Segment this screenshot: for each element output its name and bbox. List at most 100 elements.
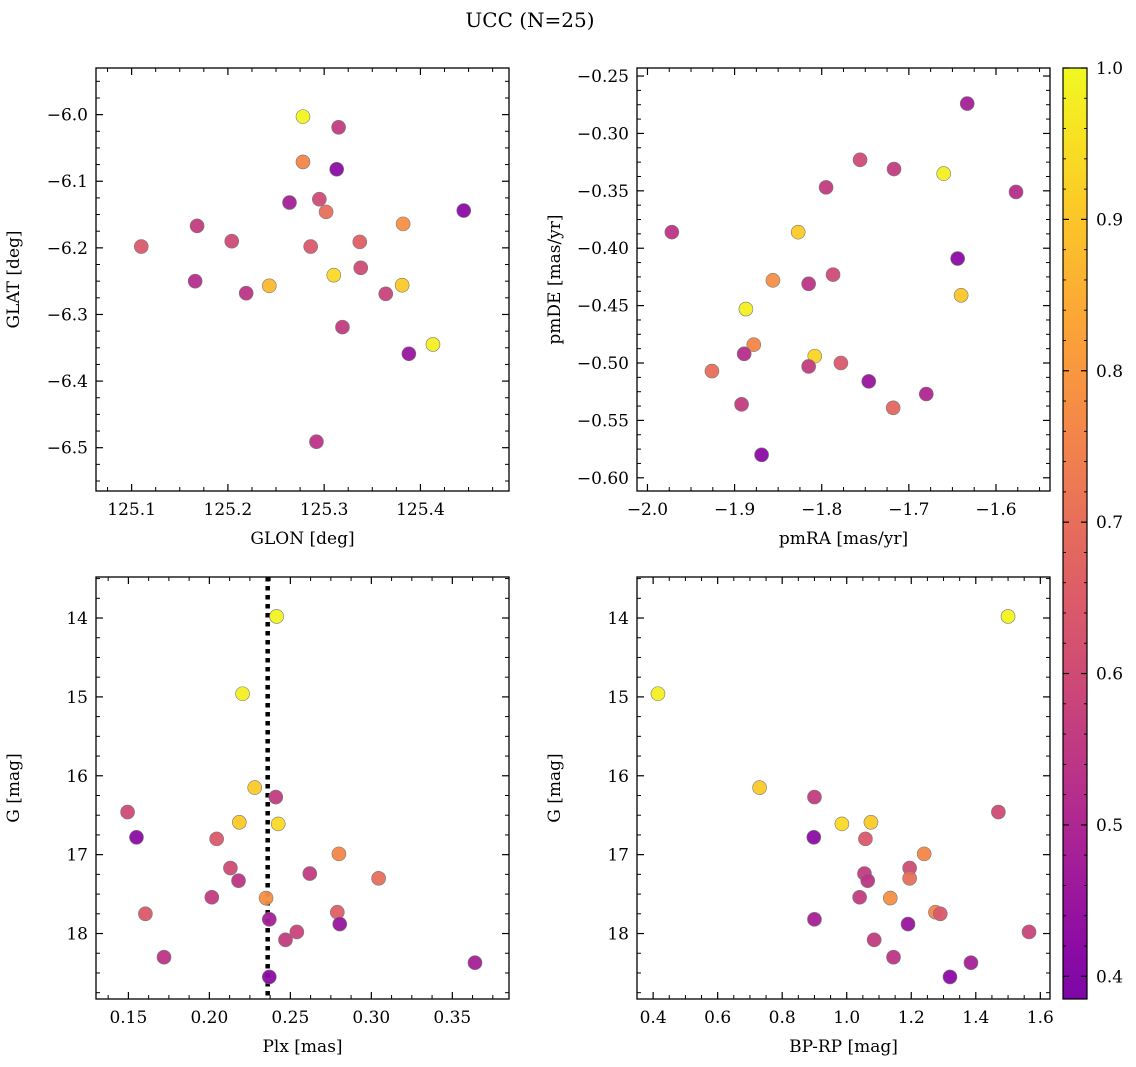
- scatter-point: [953, 287, 969, 303]
- scatter-point: [223, 860, 238, 876]
- y-tick-label: −0.35: [577, 182, 629, 202]
- x-tick-label: −1.8: [801, 500, 842, 520]
- scatter-point: [268, 789, 284, 805]
- scatter-point: [801, 276, 816, 292]
- x-axis-label: BP-RP [mag]: [789, 1037, 898, 1057]
- scatter-point: [790, 224, 806, 240]
- scatter-point: [861, 374, 877, 389]
- scatter-point: [231, 873, 246, 888]
- scatter-point: [378, 286, 394, 302]
- scatter-point: [834, 816, 850, 832]
- axes-frame: [636, 67, 1051, 492]
- scatter-point: [916, 846, 932, 862]
- scatter-point: [942, 969, 958, 985]
- x-tick-label: 0.25: [271, 1008, 309, 1028]
- scatter-point: [330, 904, 345, 920]
- scatter-point: [235, 686, 250, 702]
- scatter-point: [258, 890, 274, 906]
- scatter-point: [209, 831, 224, 847]
- colorbar-tick-label: 0.5: [1096, 816, 1123, 836]
- scatter-point: [332, 916, 348, 932]
- axes-frame: [95, 576, 510, 1000]
- scatter-point: [765, 273, 781, 288]
- scatter-point: [282, 195, 297, 210]
- y-tick-label: 17: [607, 846, 629, 866]
- x-tick-label: 0.35: [433, 1008, 471, 1028]
- x-tick-label: 0.6: [704, 1008, 731, 1028]
- y-tick-label: 14: [66, 609, 88, 629]
- scatter-point: [852, 889, 867, 905]
- scatter-point: [394, 277, 410, 293]
- scatter-point: [224, 233, 240, 249]
- scatter-point: [650, 686, 666, 702]
- scatter-point: [664, 224, 680, 240]
- scatter-point: [204, 889, 220, 905]
- scatter-point: [309, 434, 324, 450]
- scatter-points: [133, 109, 472, 450]
- y-tick-label: 17: [66, 846, 88, 866]
- colorbar-gradient: [1062, 67, 1088, 1000]
- figure-title: UCC (N=25): [465, 8, 594, 32]
- scatter-point: [1021, 924, 1037, 940]
- colorbar-tick-label: 0.7: [1096, 513, 1123, 533]
- scatter-point: [187, 273, 203, 289]
- y-axis-label: G [mag]: [545, 753, 565, 822]
- x-tick-label: 1.0: [833, 1008, 860, 1028]
- y-tick-label: −0.50: [577, 354, 629, 374]
- scatter-point: [900, 916, 916, 932]
- scatter-point: [734, 397, 749, 412]
- scatter-point: [807, 912, 822, 927]
- scatter-point: [959, 96, 975, 111]
- scatter-point: [882, 890, 898, 906]
- x-tick-label: 0.30: [352, 1008, 390, 1028]
- scatter-point: [863, 815, 879, 830]
- scatter-point: [886, 161, 902, 177]
- scatter-point: [329, 161, 344, 177]
- scatter-point: [852, 152, 868, 168]
- scatter-point: [918, 386, 934, 402]
- scatter-point: [401, 346, 417, 362]
- y-tick-label: −6.1: [47, 172, 88, 192]
- y-tick-label: −6.2: [47, 239, 88, 259]
- x-tick-label: 1.4: [962, 1008, 989, 1028]
- x-axis-label: GLON [deg]: [250, 529, 354, 549]
- scatter-point: [991, 804, 1006, 820]
- scatter-point: [858, 831, 873, 847]
- scatter-point: [189, 218, 205, 234]
- scatter-point: [353, 260, 369, 276]
- x-tick-label: −2.0: [627, 500, 668, 520]
- scatter-point: [335, 319, 350, 335]
- scatter-point: [738, 301, 754, 317]
- scatter-point: [129, 829, 144, 845]
- x-axis-label: pmRA [mas/yr]: [779, 529, 908, 549]
- colorbar: 0.4 0.5 0.6 0.7 0.8 0.9 1.0: [1062, 59, 1123, 1000]
- scatter-point: [932, 906, 948, 922]
- scatter-point: [885, 400, 901, 416]
- scatter-point: [261, 969, 277, 985]
- scatter-point: [261, 912, 277, 927]
- scatter-point: [704, 363, 720, 379]
- scatter-point: [289, 924, 305, 940]
- scatter-point: [936, 166, 952, 181]
- scatter-point: [278, 932, 293, 948]
- scatter-point: [238, 285, 254, 301]
- colorbar-tick-label: 1.0: [1096, 59, 1123, 79]
- scatter-point: [736, 346, 752, 362]
- scatter-point: [456, 203, 472, 218]
- x-tick-label: 0.15: [109, 1008, 147, 1028]
- panel-3: 0.15 0.20 0.25 0.30 0.35 14 15 16 17 18 Plx [mas] G…: [4, 576, 510, 1057]
- x-tick-label: 125.3: [300, 500, 349, 520]
- scatter-point: [860, 873, 875, 888]
- scatter-point: [1008, 184, 1024, 200]
- scatter-point: [752, 780, 767, 795]
- scatter-point: [746, 337, 762, 352]
- y-tick-label: 16: [66, 767, 88, 787]
- scatter-points: [664, 96, 1024, 463]
- scatter-point: [302, 866, 318, 881]
- x-tick-label: 1.2: [898, 1008, 925, 1028]
- y-tick-label: −0.60: [577, 469, 629, 489]
- y-tick-label: −6.5: [47, 439, 88, 459]
- scatter-point: [1000, 609, 1016, 624]
- y-tick-label: 16: [607, 767, 629, 787]
- scatter-point: [120, 804, 135, 820]
